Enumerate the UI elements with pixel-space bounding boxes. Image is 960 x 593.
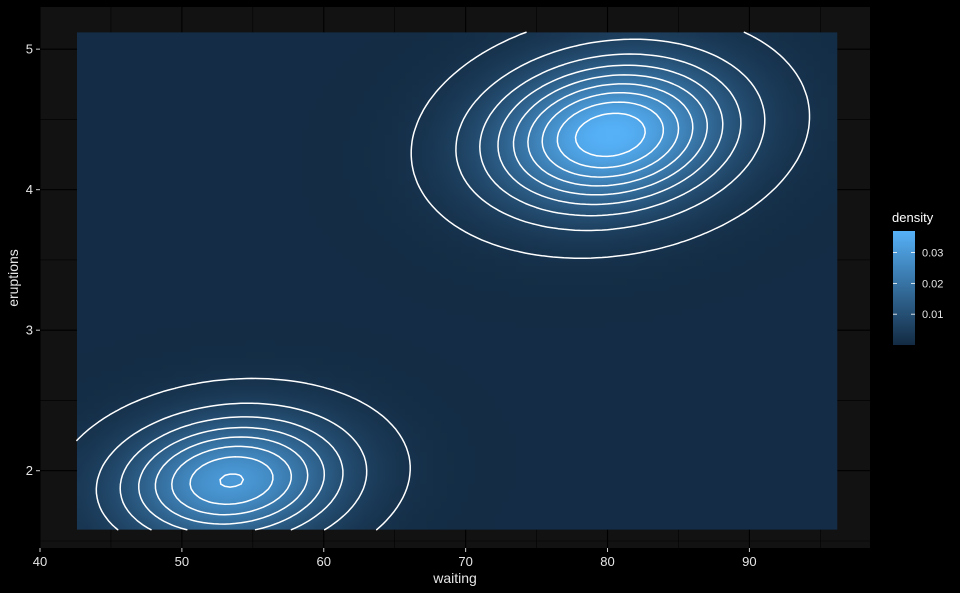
x-tick-label: 70 [458, 554, 472, 569]
legend-tick-label: 0.02 [922, 278, 943, 290]
x-tick-label: 80 [600, 554, 614, 569]
x-axis: 40 50 60 70 80 90 [33, 548, 757, 569]
contour-line [154, 74, 708, 525]
contour-line [219, 101, 665, 488]
legend: density 0.01 0.02 0.03 [892, 210, 943, 345]
legend-tick-label: 0.03 [922, 248, 943, 260]
legend-title: density [892, 210, 934, 225]
contour-line [119, 53, 742, 531]
x-tick-label: 40 [33, 554, 47, 569]
y-tick-label: 3 [26, 323, 33, 338]
legend-ticks: 0.01 0.02 0.03 [893, 248, 943, 321]
contour-line [189, 91, 680, 505]
contour-line [138, 64, 724, 531]
x-tick-label: 60 [317, 554, 331, 569]
y-axis-title: eruptions [5, 249, 21, 307]
legend-tick-label: 0.01 [922, 309, 943, 321]
y-tick-label: 5 [26, 42, 33, 57]
contour-line [76, 31, 811, 531]
x-tick-label: 50 [175, 554, 189, 569]
contour-line [95, 38, 766, 531]
y-tick-label: 2 [26, 463, 33, 478]
contour-line [171, 83, 694, 516]
x-axis-title: waiting [432, 570, 477, 586]
y-axis: 2 3 4 5 [26, 42, 40, 478]
legend-colorbar [893, 231, 915, 345]
contour-lines [76, 31, 811, 531]
contour-line [574, 112, 646, 158]
density-raster [76, 32, 838, 530]
x-tick-label: 90 [742, 554, 756, 569]
y-tick-label: 4 [26, 182, 33, 197]
